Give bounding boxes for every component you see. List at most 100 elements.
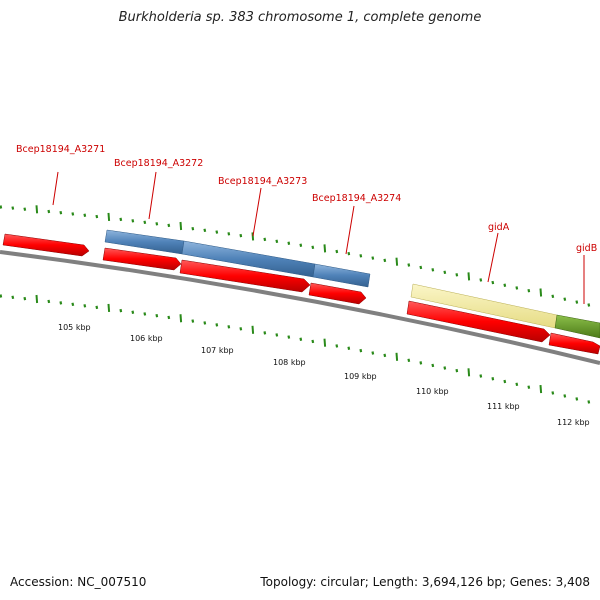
tick-mark bbox=[275, 333, 279, 337]
tick-mark bbox=[359, 348, 363, 353]
leader-line bbox=[345, 205, 355, 255]
tick-mark bbox=[443, 366, 447, 370]
tick-mark bbox=[191, 226, 195, 231]
tick-mark bbox=[83, 304, 87, 308]
tick-mark bbox=[551, 294, 555, 299]
tick-mark bbox=[155, 313, 159, 318]
label-leaders bbox=[52, 171, 585, 304]
tick-mark bbox=[251, 325, 255, 334]
scale-label: 108 kbp bbox=[273, 358, 306, 367]
tick-mark bbox=[263, 331, 267, 335]
tick-mark bbox=[431, 268, 435, 272]
cds-track bbox=[2, 233, 600, 355]
tick-mark bbox=[119, 217, 123, 222]
tick-mark bbox=[539, 288, 543, 297]
tick-mark bbox=[311, 339, 315, 344]
tick-mark bbox=[539, 384, 543, 394]
tick-mark bbox=[215, 323, 219, 327]
tick-mark bbox=[83, 213, 87, 217]
cds-arrow-5 bbox=[406, 300, 551, 343]
tick-mark bbox=[71, 302, 75, 307]
tick-mark bbox=[515, 286, 519, 290]
tick-mark bbox=[395, 352, 399, 361]
leader-line bbox=[52, 171, 59, 206]
feature-bar-blue-3 bbox=[312, 263, 371, 288]
tick-mark bbox=[587, 303, 591, 307]
tick-mark bbox=[119, 308, 123, 313]
tick-mark bbox=[59, 210, 63, 215]
scale-label: 111 kbp bbox=[487, 402, 520, 411]
tick-mark bbox=[383, 353, 387, 358]
feature-bar-green bbox=[554, 314, 600, 339]
tick-mark bbox=[215, 230, 219, 234]
tick-mark bbox=[455, 368, 459, 373]
tick-mark bbox=[47, 299, 51, 304]
tick-mark bbox=[71, 212, 75, 216]
tick-mark bbox=[431, 363, 435, 368]
gene-label: Bcep18194_A3272 bbox=[114, 158, 203, 169]
map-title: Burkholderia sp. 383 chromosome 1, compl… bbox=[118, 10, 482, 25]
genome-summary-text: Topology: circular; Length: 3,694,126 bp… bbox=[260, 575, 590, 589]
tick-mark bbox=[59, 301, 63, 305]
tick-mark bbox=[203, 321, 207, 325]
tick-mark bbox=[251, 232, 255, 241]
tick-mark bbox=[515, 382, 519, 387]
tick-mark bbox=[227, 232, 231, 236]
scale-label: 110 kbp bbox=[416, 387, 449, 396]
tick-mark bbox=[479, 278, 483, 282]
tick-mark bbox=[407, 263, 411, 267]
tick-mark bbox=[347, 346, 351, 350]
tick-mark bbox=[575, 397, 579, 401]
tick-mark bbox=[371, 256, 375, 260]
tick-mark bbox=[299, 337, 303, 341]
tick-mark bbox=[383, 258, 387, 263]
tick-mark bbox=[167, 315, 171, 320]
tick-mark bbox=[143, 312, 147, 316]
leader-line bbox=[252, 187, 262, 237]
genome-backbone bbox=[0, 250, 600, 365]
tick-mark bbox=[239, 327, 243, 331]
tick-mark bbox=[407, 358, 411, 363]
tick-mark bbox=[11, 295, 15, 300]
tick-mark bbox=[359, 254, 363, 258]
tick-mark bbox=[263, 237, 267, 242]
tick-mark bbox=[575, 300, 579, 304]
tick-mark bbox=[35, 205, 39, 214]
leader-line bbox=[148, 171, 157, 220]
tick-mark bbox=[311, 245, 315, 250]
tick-mark bbox=[587, 400, 591, 404]
tick-mark bbox=[443, 270, 447, 275]
tick-mark bbox=[107, 303, 111, 313]
scale-label: 112 kbp bbox=[557, 418, 590, 427]
tick-mark bbox=[395, 257, 399, 266]
scale-label: 105 kbp bbox=[58, 323, 91, 332]
tick-mark bbox=[563, 394, 567, 398]
tick-mark bbox=[107, 212, 111, 222]
cds-arrow-3 bbox=[179, 259, 311, 293]
tick-mark bbox=[563, 297, 567, 301]
tick-mark bbox=[0, 294, 3, 298]
tick-mark bbox=[503, 283, 507, 287]
tick-mark bbox=[155, 222, 159, 226]
tick-mark bbox=[287, 241, 291, 245]
gene-labels: Bcep18194_A3271 Bcep18194_A3272 Bcep1819… bbox=[16, 144, 597, 254]
scale-label: 109 kbp bbox=[344, 372, 377, 381]
tick-mark bbox=[0, 205, 3, 209]
tick-mark bbox=[23, 296, 27, 301]
gene-label: Bcep18194_A3274 bbox=[312, 193, 401, 204]
cds-arrow-1 bbox=[2, 233, 90, 257]
inner-tick-row bbox=[0, 294, 591, 404]
cds-arrow-4 bbox=[308, 282, 367, 305]
tick-mark bbox=[455, 273, 459, 277]
cds-arrow-6 bbox=[548, 332, 600, 355]
tick-mark bbox=[335, 344, 339, 348]
scale-labels: 105 kbp 106 kbp 107 kbp 108 kbp 109 kbp … bbox=[58, 323, 590, 427]
tick-mark bbox=[47, 209, 51, 214]
tick-mark bbox=[95, 305, 99, 310]
tick-mark bbox=[203, 228, 207, 233]
leader-line bbox=[487, 232, 499, 283]
tick-mark bbox=[491, 280, 495, 285]
gene-label: gidB bbox=[576, 243, 597, 254]
tick-mark bbox=[131, 310, 135, 314]
tick-mark bbox=[299, 243, 303, 247]
